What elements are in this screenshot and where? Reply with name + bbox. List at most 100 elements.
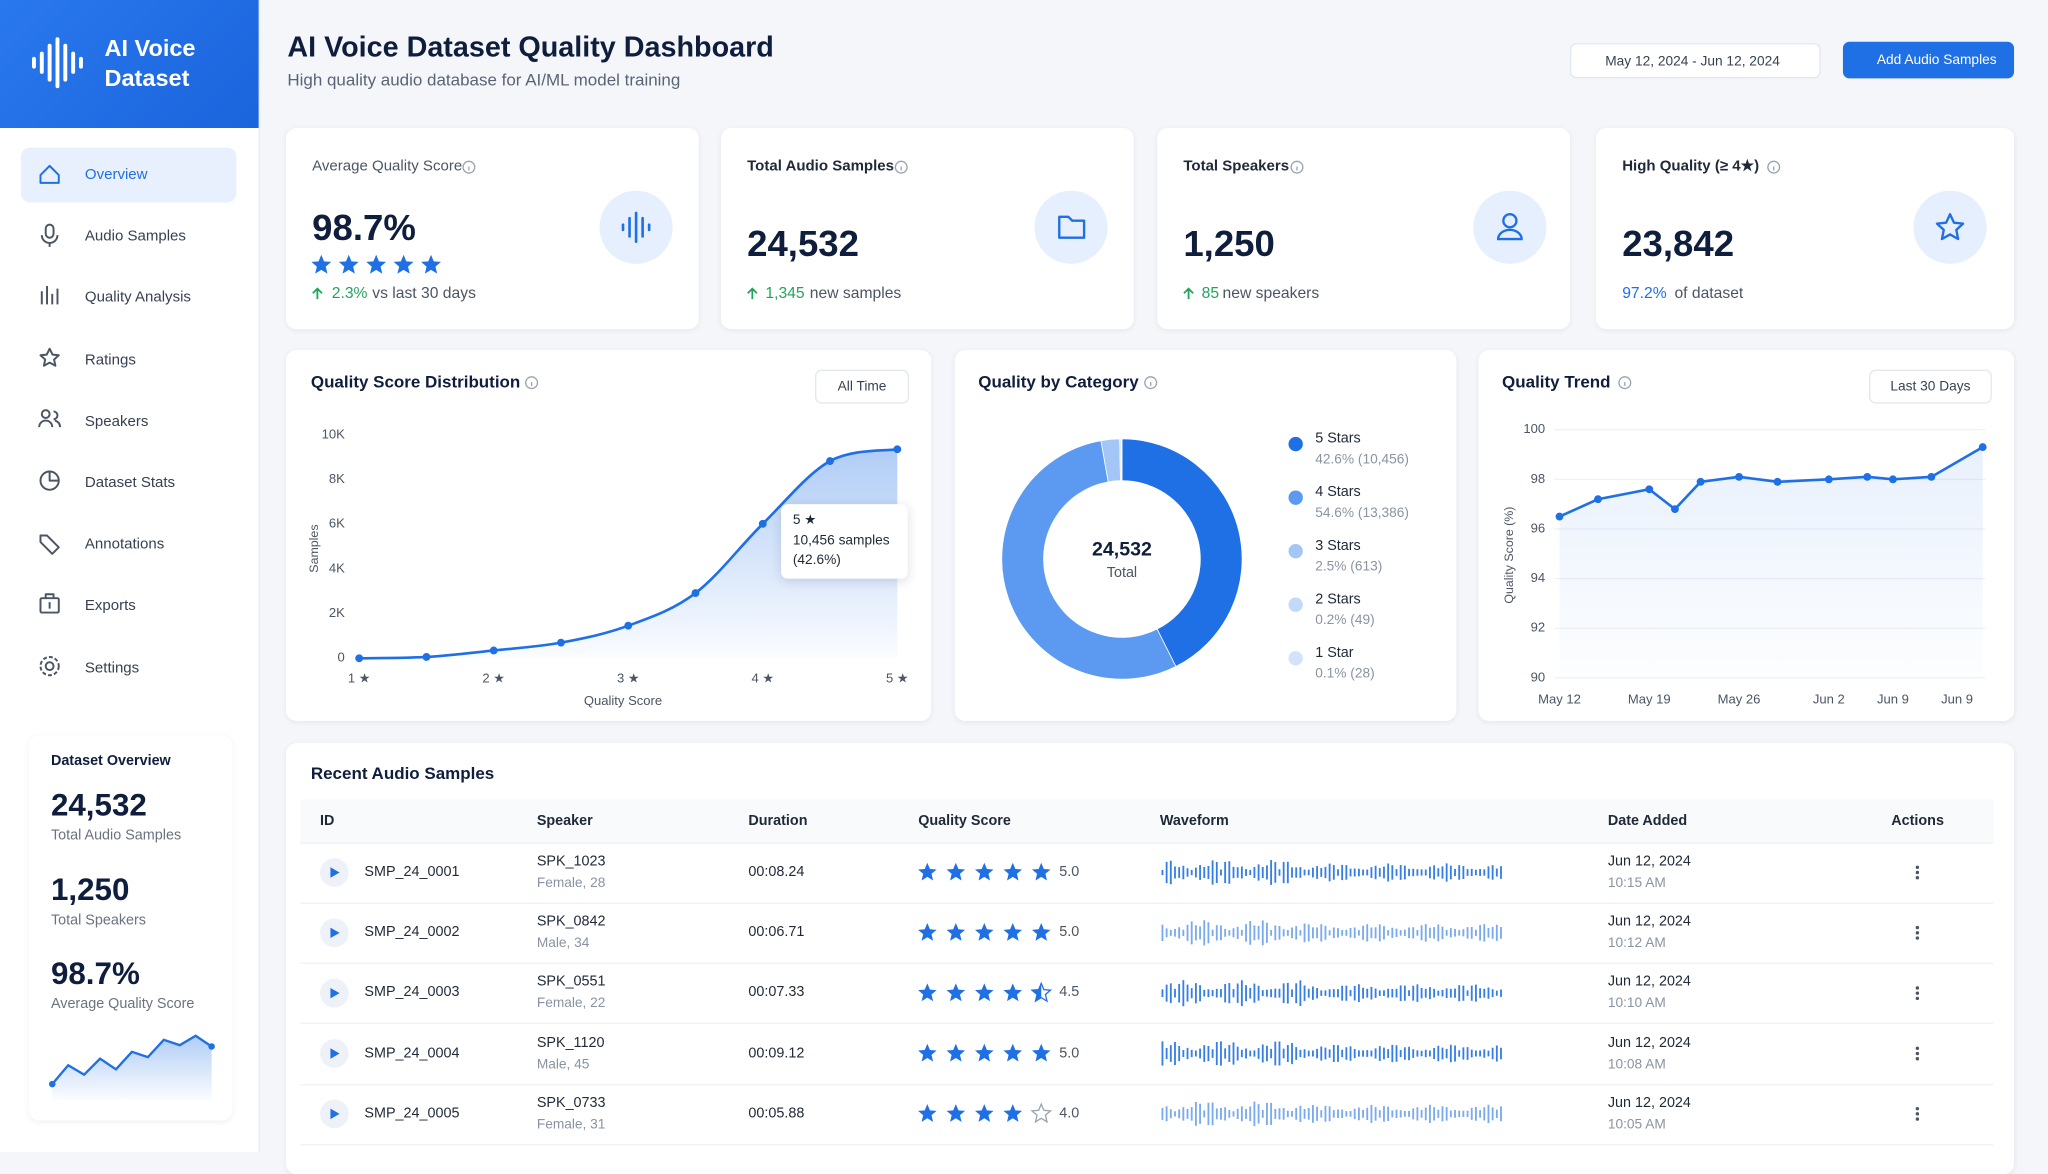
date-added: Jun 12, 2024 [1607, 914, 1691, 930]
sample-id: SMP_24_0005 [364, 1105, 460, 1122]
page-title: AI Voice Dataset Quality Dashboard [287, 30, 774, 64]
chart-title: Quality by Category [978, 371, 1139, 392]
column-header: Waveform [1159, 813, 1229, 829]
time-added: 10:05 AM [1607, 1116, 1666, 1133]
overview-label: Average Quality Score [50, 996, 195, 1012]
chart-title: Quality Trend [1502, 371, 1611, 392]
kpi-label: Total Speakers [1183, 158, 1290, 175]
overview-value: 24,532 [50, 787, 147, 824]
sample-id: SMP_24_0003 [364, 984, 460, 1001]
table-row [300, 903, 1994, 965]
table-row [300, 842, 1994, 904]
speaker: SPK_0733 [536, 1095, 606, 1111]
brand: AI Voice Dataset [104, 35, 196, 92]
speaker: SPK_0842 [536, 914, 606, 930]
kpi-change: 85 [1201, 283, 1220, 302]
sample-id: SMP_24_0001 [364, 864, 460, 880]
duration: 00:05.88 [748, 1105, 805, 1122]
kpi-note: of dataset [1674, 283, 1744, 302]
overview-label: Total Audio Samples [50, 827, 182, 844]
speaker: SPK_0551 [536, 974, 606, 991]
kpi-label: High Quality (≥ 4★) [1622, 158, 1760, 175]
kpi-change: 97.2% [1622, 283, 1667, 302]
duration: 00:08.24 [748, 864, 805, 880]
kpi-change: 2.3% [331, 283, 368, 302]
kpi-value: 98.7% [312, 207, 416, 249]
kpi-value: 1,250 [1183, 223, 1275, 264]
chart-card [954, 350, 1457, 721]
donut-total-label: Total [1106, 565, 1138, 581]
speaker: SPK_1023 [536, 853, 606, 870]
add-button[interactable]: Add Audio Samples [1842, 41, 2015, 79]
tooltip-share: (42.6%) [792, 552, 841, 569]
speaker-info: Male, 34 [536, 935, 590, 952]
nav-item[interactable]: Annotations [84, 537, 165, 553]
kpi-note: new samples [809, 283, 902, 302]
kpi-note: vs last 30 days [372, 283, 476, 302]
kpi-change: 1,345 [765, 283, 805, 302]
sample-id: SMP_24_0002 [364, 924, 460, 941]
speaker-info: Male, 45 [536, 1056, 590, 1072]
kpi-label: Total Audio Samples [747, 158, 894, 175]
tooltip: 5 ★ 10,456 samples (42.6%) [781, 504, 908, 579]
speaker-info: Female, 31 [536, 1116, 606, 1133]
nav-item[interactable]: Ratings [84, 352, 136, 368]
filter-dropdown[interactable]: All Time [815, 369, 910, 404]
kpi-value: 23,842 [1622, 223, 1735, 264]
column-header: Quality Score [918, 813, 1011, 829]
column-header: Duration [748, 813, 808, 829]
sample-id: SMP_24_0004 [364, 1045, 460, 1061]
column-header: Actions [1891, 813, 1944, 829]
quality-score: 5.0 [1059, 864, 1080, 880]
date-added: Jun 12, 2024 [1607, 1034, 1691, 1051]
overview-label: Total Speakers [50, 911, 146, 928]
date-added: Jun 12, 2024 [1607, 1095, 1691, 1111]
column-header: ID [319, 813, 335, 829]
table-header [300, 799, 1994, 844]
table-row [300, 1023, 1994, 1085]
chart-card [1478, 350, 2015, 721]
tooltip-title: 5 ★ [792, 511, 817, 528]
chart-title: Quality Score Distribution [310, 371, 521, 392]
time-added: 10:10 AM [1607, 995, 1666, 1012]
nav-item[interactable]: Quality Analysis [84, 290, 191, 307]
date-added: Jun 12, 2024 [1607, 853, 1691, 870]
quality-score: 4.0 [1059, 1105, 1080, 1122]
nav-item[interactable]: Settings [84, 660, 140, 677]
donut-total: 24,532 [1091, 538, 1152, 561]
duration: 00:06.71 [748, 924, 805, 941]
table-row [300, 1084, 1994, 1146]
table-row [300, 963, 1994, 1025]
quality-score: 5.0 [1059, 1045, 1080, 1061]
kpi-label: Average Quality Score [312, 158, 463, 175]
time-added: 10:08 AM [1607, 1056, 1666, 1072]
speaker-info: Female, 28 [536, 875, 606, 891]
overview-value: 98.7% [50, 956, 140, 992]
page-subtitle: High quality audio database for AI/ML mo… [287, 69, 681, 90]
speaker-info: Female, 22 [536, 995, 606, 1012]
column-header: Speaker [536, 813, 593, 829]
date-range[interactable]: May 12, 2024 - Jun 12, 2024 [1569, 43, 1821, 79]
nav-item[interactable]: Audio Samples [84, 228, 186, 245]
nav-item[interactable]: Overview [20, 147, 237, 203]
kpi-value: 24,532 [747, 223, 859, 264]
time-added: 10:15 AM [1607, 875, 1666, 891]
overview-title: Dataset Overview [50, 753, 171, 769]
table-title: Recent Audio Samples [310, 763, 495, 784]
speaker: SPK_1120 [536, 1034, 605, 1051]
column-header: Date Added [1607, 813, 1688, 829]
nav-item[interactable]: Dataset Stats [84, 475, 176, 492]
tooltip-value: 10,456 samples [792, 532, 890, 548]
time-added: 10:12 AM [1607, 935, 1666, 952]
date-added: Jun 12, 2024 [1607, 974, 1691, 991]
filter-dropdown[interactable]: Last 30 Days [1869, 369, 1992, 404]
quality-score: 4.5 [1059, 984, 1080, 1001]
nav-item[interactable]: Speakers [84, 413, 149, 430]
duration: 00:09.12 [748, 1045, 805, 1061]
duration: 00:07.33 [748, 984, 805, 1001]
nav-item[interactable]: Exports [84, 598, 136, 615]
quality-score: 5.0 [1059, 924, 1080, 941]
kpi-note: new speakers [1222, 283, 1320, 302]
